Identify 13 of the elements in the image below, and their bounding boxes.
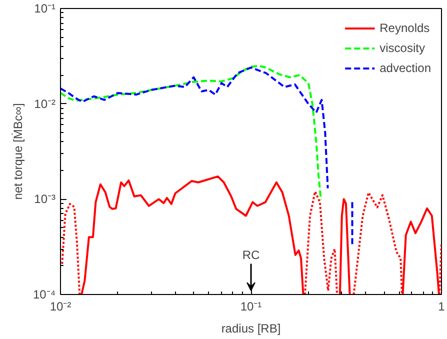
legend-label: Reynolds (380, 21, 430, 35)
x-tick-label: 10⁻² (50, 300, 72, 314)
y-tick-label: 10⁻² (34, 96, 56, 111)
annotation: RC (242, 248, 260, 262)
legend-label: viscosity (380, 41, 425, 55)
x-axis-title: radius [RB] (221, 322, 281, 336)
x-tick-label: 10⁻¹ (240, 300, 262, 314)
y-tick-label: 10⁻¹ (34, 2, 56, 16)
y-tick-label: 10⁻⁴ (32, 288, 56, 302)
legend-label: advection (380, 61, 431, 75)
y-tick-label: 10⁻³ (34, 192, 56, 206)
y-axis-title: net torque [ṀBc∞] (10, 103, 25, 200)
x-tick-label: 1 (438, 300, 446, 314)
